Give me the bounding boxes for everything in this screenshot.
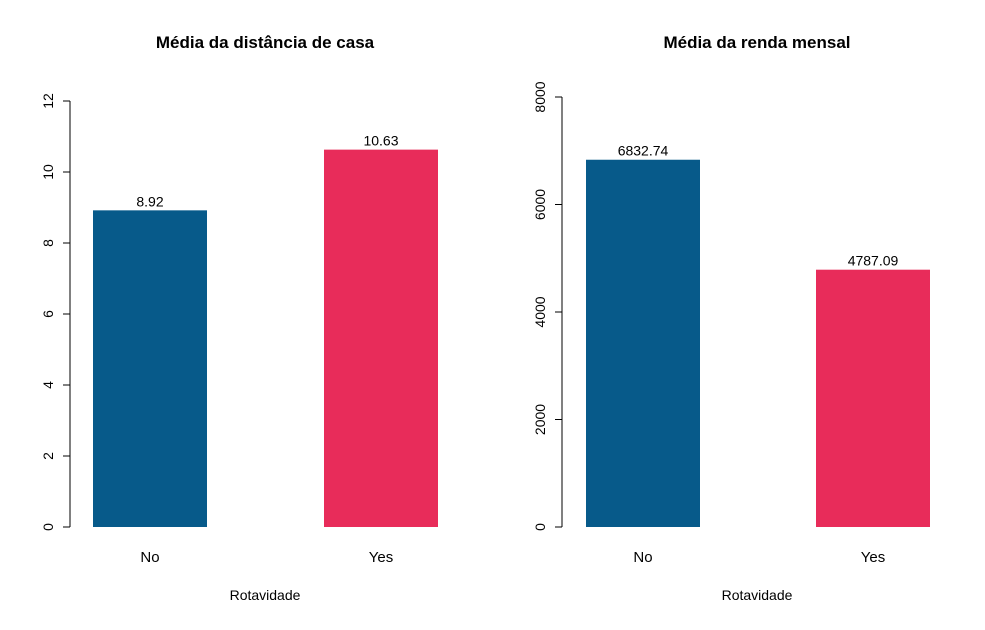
y-axis: 0 2 4 6 8 10 12 [40,93,71,531]
y-tick-label: 8 [40,239,56,247]
bar-no [93,210,207,527]
x-category-label: No [140,549,159,566]
bar-value-label: 6832.74 [618,143,669,159]
y-tick-label: 2000 [532,404,548,435]
bar-value-label: 8.92 [136,193,163,209]
x-category-label: Yes [861,549,885,566]
y-axis: 0 2000 4000 6000 8000 [532,81,563,531]
y-tick-label: 10 [40,164,56,180]
chart-panel-home-distance: Média da distância de casa 0 2 4 6 8 10 12 8.9… [40,33,438,603]
x-axis-label: Rotavidade [722,587,793,603]
chart-title: Média da renda mensal [663,33,850,52]
y-tick-label: 0 [532,523,548,531]
y-tick-label: 4 [40,381,56,389]
bars: 6832.74 4787.09 [586,143,930,527]
x-axis-categories: No Yes [633,549,885,566]
bars: 8.92 10.63 [93,133,438,527]
bar-yes [324,149,438,527]
y-tick-label: 4000 [532,296,548,327]
y-tick-label: 6 [40,310,56,318]
y-tick-label: 2 [40,452,56,460]
bar-value-label: 4787.09 [848,253,899,269]
x-category-label: No [633,549,652,566]
x-category-label: Yes [369,549,393,566]
bar-value-label: 10.63 [363,133,398,149]
bar-yes [816,269,930,527]
x-axis-categories: No Yes [140,549,393,566]
y-tick-label: 12 [40,93,56,109]
y-tick-label: 6000 [532,189,548,220]
chart-panel-monthly-income: Média da renda mensal 02000400060008000 … [532,33,930,603]
chart-title: Média da distância de casa [156,33,375,52]
bar-no [586,159,700,527]
x-axis-label: Rotavidade [230,587,301,603]
y-tick-label: 8000 [532,81,548,112]
y-tick-label: 0 [40,523,56,531]
